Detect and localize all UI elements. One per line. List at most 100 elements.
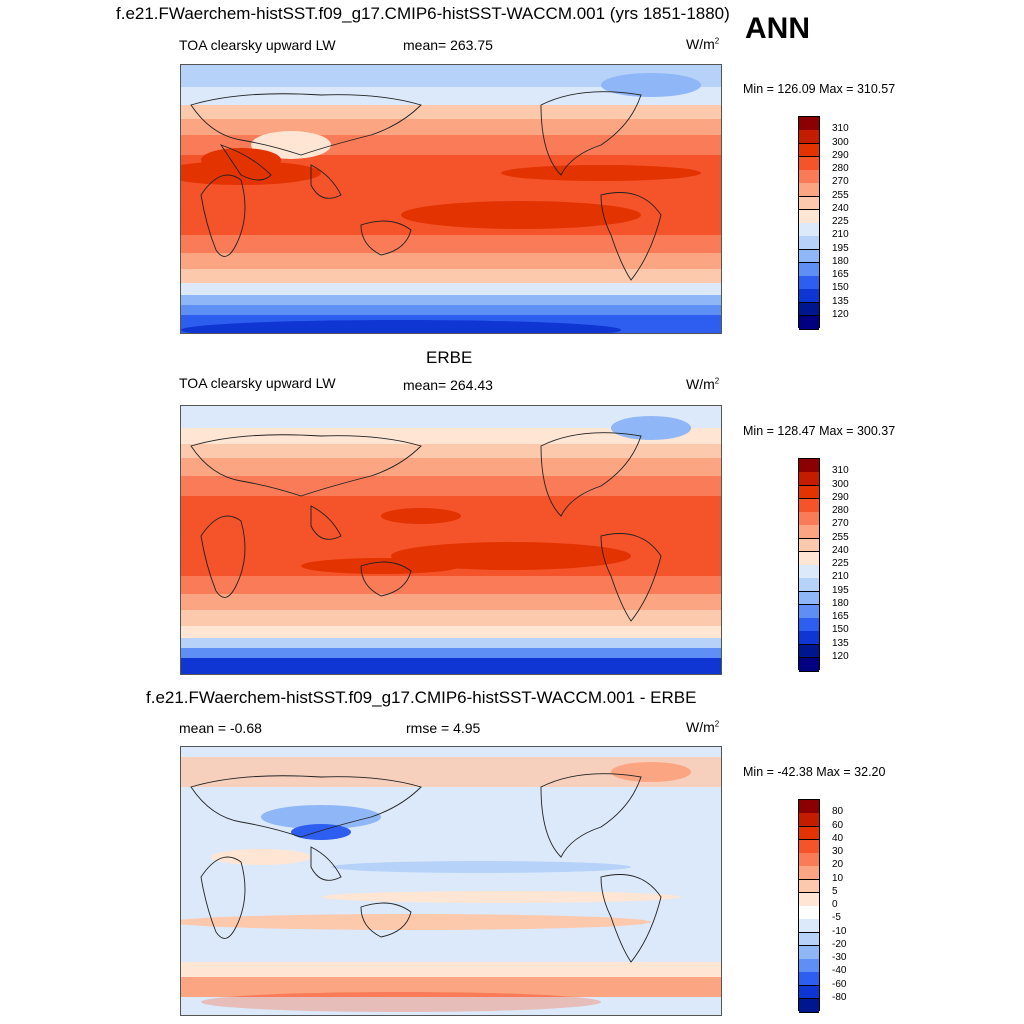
diff-colorbar-tick-label: 60 [832, 819, 844, 831]
model-colorbar-swatch [799, 209, 819, 224]
diff-colorbar-tick-label: 80 [832, 806, 844, 818]
erbe-colorbar-swatch [799, 618, 819, 632]
model-colorbar-swatches [798, 116, 820, 330]
diff-colorbar-swatch [799, 892, 819, 907]
model-map-plot [181, 65, 721, 333]
model-colorbar-swatch [799, 289, 819, 303]
diff-colorbar-swatches [798, 799, 820, 1013]
model-colorbar-tick-label: 240 [832, 202, 849, 214]
model-colorbar-tick-label: 300 [832, 136, 849, 148]
panel2-unit: W/m2 [686, 376, 720, 392]
diff-colorbar-tick-label: -40 [832, 965, 847, 977]
model-colorbar [798, 116, 820, 330]
diff-colorbar-tick-label: -10 [832, 925, 847, 937]
erbe-colorbar-swatch [799, 565, 819, 579]
panel3-minmax: Min = -42.38 Max = 32.20 [743, 765, 886, 779]
erbe-colorbar-swatch [799, 551, 819, 566]
model-colorbar-tick-label: 255 [832, 189, 849, 201]
erbe-colorbar-tick-label: 225 [832, 558, 849, 569]
diff-colorbar-swatch [799, 919, 819, 933]
diff-colorbar-tick-label: -5 [832, 912, 841, 924]
diff-colorbar-swatch [799, 932, 819, 947]
diff-colorbar-tick-label: -80 [832, 991, 847, 1003]
model-colorbar-tick-label: 210 [832, 229, 849, 241]
panel1-variable: TOA clearsky upward LW [179, 37, 336, 53]
model-colorbar-swatch [799, 315, 819, 330]
erbe-colorbar-swatch [799, 657, 819, 672]
diff-colorbar-tick-label: 0 [832, 899, 838, 910]
model-colorbar-tick-label: 280 [832, 163, 849, 174]
erbe-colorbar-tick-label: 165 [832, 611, 849, 622]
erbe-colorbar [798, 458, 820, 672]
erbe-map-coastlines [190, 432, 662, 622]
diff-colorbar-swatch [799, 998, 819, 1013]
erbe-colorbar-swatch [799, 512, 819, 526]
erbe-colorbar-swatch [799, 644, 819, 659]
diff-colorbar-swatch [799, 839, 819, 854]
model-colorbar-tick-label: 310 [832, 123, 849, 135]
erbe-colorbar-tick-label: 240 [832, 544, 849, 556]
model-colorbar-swatch [799, 262, 819, 277]
diff-colorbar-tick-label: 5 [832, 885, 838, 897]
diff-colorbar [798, 799, 820, 1013]
erbe-colorbar-swatch [799, 498, 819, 513]
model-colorbar-tick-label: 135 [832, 295, 849, 307]
erbe-map-bands [181, 406, 721, 674]
erbe-colorbar-swatch [799, 538, 819, 553]
erbe-colorbar-swatch [799, 578, 819, 592]
model-colorbar-swatch [799, 130, 819, 144]
diff-colorbar-swatch [799, 853, 819, 867]
erbe-colorbar-swatch [799, 604, 819, 619]
panel3-title: f.e21.FWaerchem-histSST.f09_g17.CMIP6-hi… [146, 688, 697, 707]
panel2-variable: TOA clearsky upward LW [179, 375, 336, 391]
erbe-colorbar-tick-label: 135 [832, 637, 849, 649]
model-colorbar-tick-label: 290 [832, 149, 849, 161]
model-colorbar-swatch [799, 236, 819, 250]
diff-colorbar-tick-label: 10 [832, 872, 844, 884]
model-colorbar-swatch [799, 196, 819, 211]
diff-colorbar-swatch [799, 945, 819, 960]
erbe-colorbar-swatch [799, 631, 819, 645]
erbe-colorbar-swatch [799, 485, 819, 500]
model-map [180, 64, 722, 334]
diff-colorbar-tick-label: -30 [832, 952, 847, 963]
erbe-colorbar-swatch [799, 459, 819, 473]
diff-colorbar-swatch [799, 879, 819, 894]
model-colorbar-tick-label: 165 [832, 269, 849, 280]
panel1-mean: mean= 263.75 [403, 37, 493, 53]
model-colorbar-tick-label: 195 [832, 242, 849, 254]
model-colorbar-swatch [799, 117, 819, 131]
erbe-colorbar-tick-label: 210 [832, 571, 849, 583]
diff-colorbar-swatch [799, 813, 819, 827]
diff-map-bands [181, 747, 721, 1015]
model-colorbar-swatch [799, 249, 819, 264]
erbe-colorbar-tick-label: 280 [832, 505, 849, 516]
diff-map-plot [181, 747, 721, 1015]
diff-colorbar-swatch [799, 959, 819, 973]
erbe-map [180, 405, 722, 675]
model-colorbar-swatch [799, 183, 819, 197]
model-colorbar-swatch [799, 143, 819, 158]
erbe-colorbar-tick-label: 255 [832, 531, 849, 543]
diff-colorbar-tick-label: 40 [832, 832, 844, 844]
diff-colorbar-swatch [799, 826, 819, 841]
model-map-bands [181, 65, 721, 333]
erbe-colorbar-tick-label: 290 [832, 491, 849, 503]
model-colorbar-tick-label: 150 [832, 282, 849, 294]
diff-colorbar-tick-label: 30 [832, 846, 844, 857]
erbe-colorbar-tick-label: 120 [832, 650, 849, 662]
diff-map-coastlines [190, 773, 662, 963]
erbe-colorbar-swatch [799, 591, 819, 606]
erbe-map-plot [181, 406, 721, 674]
erbe-colorbar-swatch [799, 525, 819, 539]
diff-colorbar-swatch [799, 800, 819, 814]
panel2-title: ERBE [426, 348, 473, 367]
model-colorbar-swatch [799, 156, 819, 171]
panel3-mean: mean = -0.68 [179, 720, 262, 736]
model-colorbar-swatch [799, 170, 819, 184]
erbe-colorbar-tick-label: 195 [832, 584, 849, 596]
case-title: f.e21.FWaerchem-histSST.f09_g17.CMIP6-hi… [116, 4, 730, 23]
panel2-minmax: Min = 128.47 Max = 300.37 [743, 424, 896, 438]
erbe-colorbar-tick-label: 150 [832, 624, 849, 636]
panel1-minmax: Min = 126.09 Max = 310.57 [743, 82, 896, 96]
